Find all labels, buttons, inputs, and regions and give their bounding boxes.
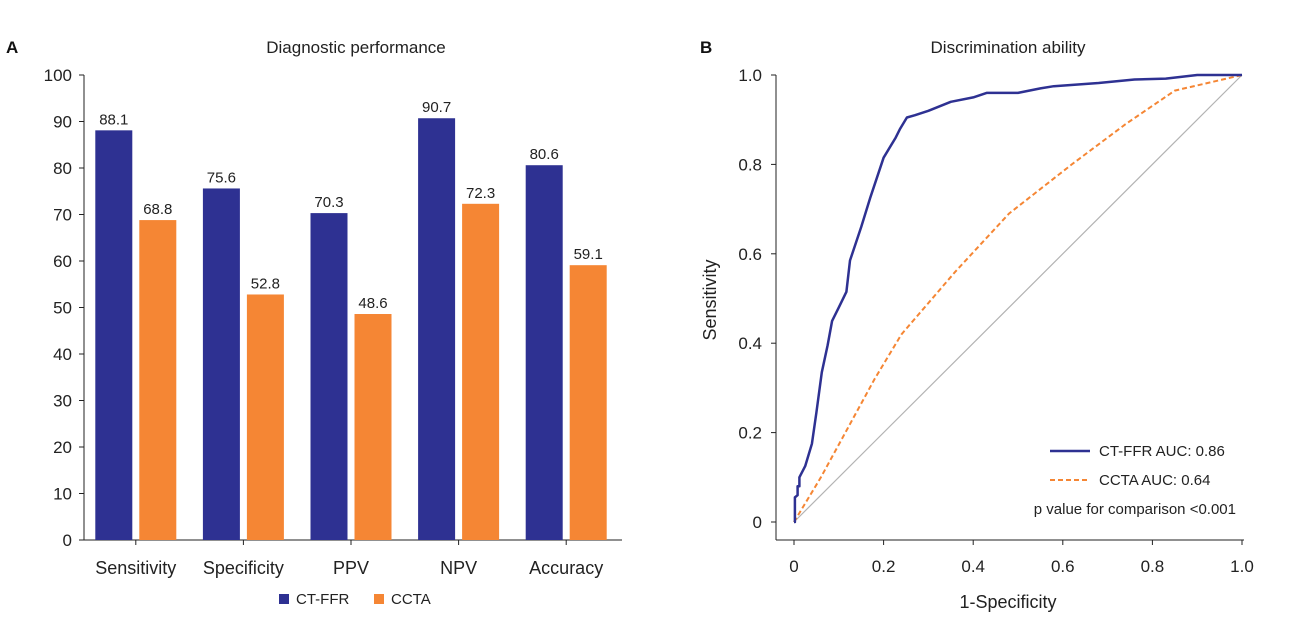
legend-label-ctffr: CT-FFR [296,591,349,608]
y-tick-label: 0.2 [738,424,762,443]
bar-data-label: 70.3 [314,194,343,211]
category-label: PPV [333,558,369,578]
chart-a-y-axis: 0 10 20 30 40 50 60 70 80 90 100 [44,66,622,550]
bar-ctffr [418,118,456,541]
legend-swatch-ccta [374,594,384,604]
bar-data-label: 59.1 [574,246,603,263]
panel-a: A Diagnostic performance 0 10 20 30 40 50 60 70… [6,38,622,608]
category-label: Accuracy [529,558,603,578]
panel-b-label: B [700,38,712,57]
y-tick-label: 0 [753,513,762,532]
chart-b-xlabel: 1-Specificity [959,592,1056,612]
bar-ccta [354,314,392,540]
roc-line-ctffr [793,73,1242,524]
x-tick-label: 0.4 [961,557,985,576]
chart-b-lines [793,73,1243,524]
chart-b-title: Discrimination ability [931,38,1086,57]
chart-a-bars: 88.1 68.8 75.6 52.8 70.3 48.6 90.7 72.3 80.6 59.1 [95,99,607,541]
chart-b-ylabel: Sensitivity [700,259,720,340]
y-tick-label: 90 [53,113,72,132]
x-tick-label: 0.8 [1141,557,1165,576]
bar-data-label: 75.6 [207,169,236,186]
y-tick-label: 100 [44,66,72,85]
bar-ctffr [95,130,133,540]
bar-ccta [246,294,284,540]
y-tick-label: 50 [53,299,72,318]
chart-b-axes: 0 0.2 0.4 0.6 0.8 1.0 0 0.2 0.4 0.6 0.8 1.0 [738,66,1253,576]
y-tick-label: 0.4 [738,334,762,353]
roc-line-ccta [793,74,1243,523]
category-label: Specificity [203,558,284,578]
bar-ccta [462,203,500,540]
bar-ctffr [202,188,240,540]
bar-ccta [569,265,607,540]
reference-diagonal-line [793,74,1243,523]
panel-a-label: A [6,38,18,57]
y-tick-label: 10 [53,485,72,504]
legend-swatch-ctffr [279,594,289,604]
bar-ccta [139,220,177,540]
legend-label-ccta-auc: CCTA AUC: 0.64 [1099,472,1210,489]
y-tick-label: 1.0 [738,66,762,85]
bar-data-label: 88.1 [99,111,128,128]
bar-data-label: 48.6 [358,295,387,312]
bar-data-label: 80.6 [530,146,559,163]
x-tick-label: 0.2 [872,557,896,576]
bar-data-label: 72.3 [466,185,495,202]
legend-label-ctffr-auc: CT-FFR AUC: 0.86 [1099,443,1225,460]
y-tick-label: 40 [53,345,72,364]
bar-data-label: 90.7 [422,99,451,116]
chart-b-annotation: p value for comparison <0.001 [1034,501,1236,518]
bar-ctffr [525,165,563,540]
chart-b-legend: CT-FFR AUC: 0.86 CCTA AUC: 0.64 p value … [1034,443,1236,518]
chart-a-legend: CT-FFR CCTA [279,591,431,608]
y-tick-label: 0.6 [738,245,762,264]
x-tick-label: 0 [789,557,798,576]
y-tick-label: 80 [53,159,72,178]
legend-label-ccta: CCTA [391,591,431,608]
category-label: Sensitivity [95,558,176,578]
y-tick-label: 0.8 [738,155,762,174]
y-tick-label: 70 [53,206,72,225]
x-tick-label: 1.0 [1230,557,1254,576]
bar-data-label: 68.8 [143,201,172,218]
bar-data-label: 52.8 [251,275,280,292]
chart-a-categories: Sensitivity Specificity PPV NPV Accuracy [95,540,603,578]
bar-ctffr [310,213,348,541]
y-tick-label: 20 [53,438,72,457]
chart-a-title: Diagnostic performance [266,38,446,57]
panel-b: B Discrimination ability 0 0.2 0.4 0.6 0.8 1.… [700,38,1254,612]
category-label: NPV [440,558,477,578]
x-tick-label: 0.6 [1051,557,1075,576]
y-tick-label: 30 [53,392,72,411]
y-tick-label: 60 [53,252,72,271]
y-tick-label: 0 [63,531,72,550]
